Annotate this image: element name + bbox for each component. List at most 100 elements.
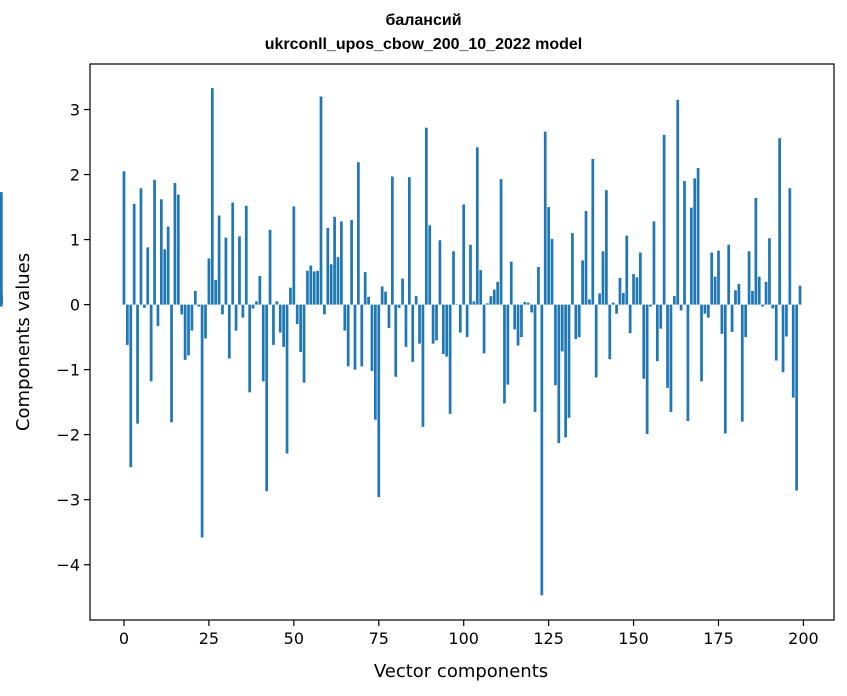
bar [655, 304, 659, 362]
bar [591, 158, 595, 305]
bar [588, 299, 591, 305]
bar [353, 304, 357, 370]
bar [428, 225, 432, 305]
bar [625, 235, 629, 305]
bar [605, 190, 608, 305]
bar [129, 304, 133, 468]
y-tick-label: −2 [56, 426, 80, 445]
bar [710, 252, 714, 305]
bar [292, 206, 296, 305]
bar [360, 304, 364, 367]
bar [153, 179, 156, 305]
bar [438, 240, 442, 305]
bar [611, 302, 615, 305]
bar [336, 257, 340, 305]
bar [530, 304, 533, 313]
bar [295, 304, 299, 325]
bar [0, 192, 3, 305]
x-tick-label: 150 [618, 629, 649, 648]
bar [747, 251, 751, 305]
bar [506, 304, 510, 385]
bar [764, 281, 768, 305]
bar [404, 304, 408, 347]
bar [503, 304, 506, 404]
bar [255, 301, 258, 305]
bar [751, 290, 754, 305]
bar [374, 304, 377, 420]
bar [261, 304, 265, 382]
bar [798, 285, 802, 305]
bar [632, 274, 635, 305]
bar [346, 304, 350, 367]
bar [143, 304, 146, 308]
bars-group [0, 88, 802, 596]
x-tick-label: 100 [448, 629, 479, 648]
bar [272, 304, 275, 345]
bar [414, 296, 418, 305]
bar [683, 181, 686, 305]
bar [163, 249, 167, 305]
bar [567, 304, 571, 418]
x-tick-label: 25 [199, 629, 219, 648]
bar [727, 244, 731, 305]
bar [238, 236, 241, 305]
bar [757, 276, 761, 305]
x-tick-label: 50 [284, 629, 304, 648]
bar [357, 162, 360, 305]
bar [190, 304, 194, 331]
bar [333, 216, 336, 305]
bar [533, 304, 537, 412]
bar [754, 197, 758, 305]
y-tick-label: −3 [56, 491, 80, 510]
bar [122, 171, 126, 305]
bar [136, 304, 139, 424]
bar [744, 304, 748, 338]
bar [166, 226, 170, 305]
bar [312, 271, 316, 305]
bar [309, 265, 313, 305]
bar [391, 176, 394, 305]
bar [693, 178, 697, 305]
bar [475, 147, 479, 305]
bar [183, 304, 187, 360]
bar [761, 304, 765, 307]
bar [435, 304, 438, 341]
bar [207, 258, 211, 305]
bar [676, 99, 680, 305]
bar [132, 203, 136, 305]
bar [197, 304, 201, 307]
bar [227, 304, 231, 359]
bar [401, 278, 404, 305]
bar [601, 251, 605, 305]
bar [299, 304, 302, 353]
y-tick-label: 2 [70, 166, 80, 185]
bar [176, 194, 180, 305]
bar [340, 221, 343, 305]
bar [380, 286, 384, 305]
bar [666, 304, 669, 388]
bar [448, 304, 452, 414]
bar [251, 304, 255, 309]
bar [574, 304, 578, 340]
bar [540, 304, 544, 596]
bar [397, 304, 401, 308]
bar [231, 202, 235, 305]
bar [571, 233, 574, 305]
bar [513, 304, 517, 330]
bar [282, 304, 285, 347]
bar [367, 296, 370, 305]
bar [618, 277, 622, 305]
bar [469, 244, 472, 305]
x-axis-ticks: 0 25 50 75 100 125 150 175 200 [119, 620, 819, 648]
bar [146, 247, 150, 305]
bar [268, 229, 272, 305]
bar [554, 304, 557, 386]
bar [734, 290, 737, 305]
bar [496, 281, 500, 305]
y-tick-label: 0 [70, 296, 80, 315]
bar [265, 304, 269, 492]
bar [577, 304, 581, 338]
bar [221, 304, 224, 315]
bar [557, 304, 561, 444]
